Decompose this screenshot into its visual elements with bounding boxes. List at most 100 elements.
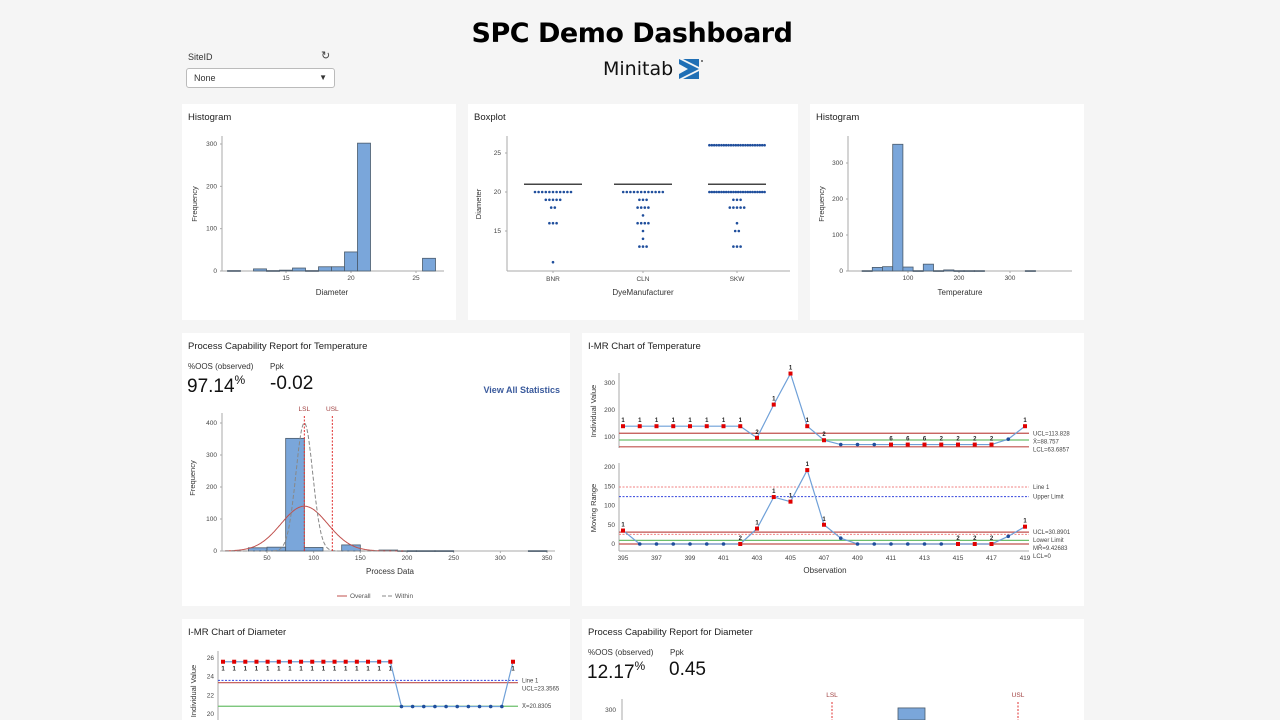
data-point — [729, 143, 733, 147]
data-point — [533, 190, 537, 194]
test-flag-label: 1 — [277, 667, 281, 673]
data-point — [466, 704, 471, 709]
flagged-point — [221, 659, 225, 664]
oos-value: 97.14% — [187, 373, 245, 398]
data-point — [763, 143, 766, 147]
siteid-dropdown[interactable]: None ▼ — [186, 68, 335, 88]
x-tick-label: 200 — [954, 275, 965, 282]
boxplot-panel: Boxplot 15 20 25 BNR CLN SKW DyeManufacturer Di… — [468, 104, 798, 320]
test-flag-label: 2 — [973, 536, 977, 542]
refresh-icon[interactable]: ↻ — [321, 50, 331, 62]
flagged-point — [771, 495, 776, 500]
fit-curve-within — [225, 422, 407, 552]
minitab-logo-icon — [679, 59, 704, 79]
test-flag-label: 2 — [755, 430, 759, 436]
x-tick-label: 350 — [542, 555, 553, 562]
histogram-bar — [527, 550, 548, 552]
panel-title: Histogram — [188, 112, 232, 123]
test-flag-label: 1 — [344, 667, 348, 673]
data-point — [641, 214, 645, 217]
data-point — [551, 198, 555, 202]
data-point — [855, 442, 860, 447]
view-all-statistics-link[interactable]: View All Statistics — [483, 385, 560, 395]
data-point — [639, 190, 643, 194]
data-point — [654, 190, 657, 194]
data-point — [939, 542, 944, 546]
x-axis-label: DyeManufacturer — [612, 288, 674, 297]
data-point — [639, 206, 643, 209]
data-point — [756, 143, 759, 147]
test-flag-label: 1 — [232, 667, 236, 673]
histogram-bar — [963, 270, 975, 272]
data-point — [650, 190, 654, 194]
data-point — [727, 143, 730, 147]
flagged-point — [621, 424, 625, 429]
ppk-label: Ppk — [270, 362, 284, 371]
test-flag-label: 1 — [389, 667, 393, 673]
flagged-point — [939, 442, 944, 447]
data-point — [444, 704, 448, 709]
flagged-point — [511, 659, 515, 664]
data-point — [710, 190, 714, 194]
test-flag-label: 2 — [739, 536, 743, 542]
data-point — [641, 229, 645, 233]
data-point — [1006, 534, 1011, 539]
siteid-label: SiteID — [188, 52, 213, 62]
histogram-bar — [897, 707, 926, 720]
data-point — [455, 704, 460, 709]
x-axis-label: Observation — [803, 566, 846, 575]
x-tick-label: 405 — [785, 555, 796, 562]
y-tick-label: 300 — [206, 141, 217, 148]
histogram-diameter-chart: 15 20 25 0 100 200 300 Diameter Frequency — [190, 136, 444, 297]
test-flag-label: 1 — [511, 667, 515, 673]
category-label: BNR — [546, 276, 560, 283]
x-tick-label: 300 — [495, 555, 506, 562]
x-axis-label: Diameter — [316, 288, 349, 297]
test-flag-label: 1 — [244, 667, 248, 673]
capability-diameter-chart: 300 LSL USL — [605, 692, 1025, 720]
data-point — [645, 198, 648, 202]
histogram-diameter-panel: Histogram 15 20 25 0 100 200 300 Diameter Freque… — [182, 104, 456, 320]
y-tick-label: 22 — [207, 692, 215, 699]
y-tick-label: 200 — [206, 183, 217, 190]
y-tick-label: 24 — [207, 674, 215, 681]
capability-temperature-chart: 50 100 150 200 250 300 350 0 100 200 300 400 LSL USL P… — [188, 406, 555, 600]
data-point — [737, 229, 741, 233]
flagged-point — [621, 528, 625, 533]
test-flag-label: 2 — [990, 437, 994, 443]
test-flag-label: 1 — [221, 667, 225, 673]
caret-down-icon: ▼ — [319, 73, 327, 82]
data-point — [736, 190, 740, 194]
histogram-bar — [1024, 270, 1036, 272]
histogram-bar — [973, 270, 985, 272]
data-point — [636, 190, 639, 194]
histogram-bar — [422, 257, 436, 272]
histogram-bar — [912, 270, 924, 272]
test-flag-label: 6 — [906, 437, 910, 443]
data-point — [688, 542, 692, 546]
x-tick-label: 15 — [282, 275, 290, 282]
y-tick-label: 400 — [206, 420, 217, 427]
test-flag-label: 1 — [266, 667, 270, 673]
flagged-point — [704, 424, 709, 429]
data-point — [715, 143, 718, 147]
flagged-point — [805, 424, 810, 429]
data-point — [732, 198, 735, 202]
x-tick-label: 419 — [1020, 555, 1031, 562]
flagged-point — [788, 499, 793, 504]
data-point — [555, 190, 558, 194]
data-point — [735, 206, 739, 209]
control-limit-label: Line 1 — [1033, 485, 1050, 491]
y-axis-label: Diameter — [474, 188, 483, 219]
data-point — [551, 190, 555, 194]
control-limit-label: Lower Limit — [1033, 538, 1064, 544]
data-point — [657, 190, 661, 194]
data-point — [739, 198, 742, 202]
data-point — [742, 206, 746, 209]
test-flag-label: 1 — [806, 418, 810, 424]
flagged-point — [637, 424, 642, 429]
test-flag-label: 1 — [333, 667, 337, 673]
data-point — [838, 536, 843, 541]
histogram-bar — [318, 266, 332, 272]
histogram-bar — [292, 267, 306, 272]
